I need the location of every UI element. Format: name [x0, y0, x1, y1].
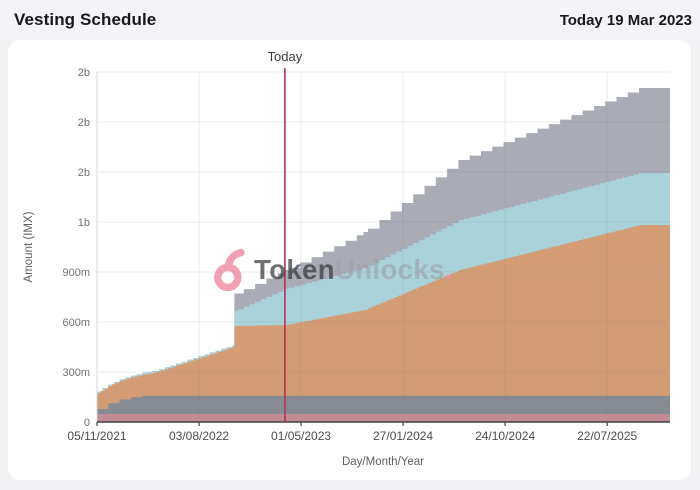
chart-areas: [97, 88, 670, 422]
axis-ticks: 0 300m 600m 900m 1b 2b 2b 2b 05/11/2021 03/08/202…: [62, 67, 637, 443]
x-tick-label: 24/10/2024: [475, 429, 535, 443]
y-tick-label: 600m: [62, 317, 90, 329]
header-today-date: Today 19 Mar 2023: [559, 11, 692, 29]
x-tick-label: 01/05/2023: [271, 429, 331, 443]
y-tick-label: 2b: [78, 67, 90, 79]
x-axis-title: Day/Month/Year: [342, 456, 424, 468]
y-tick-label: 900m: [62, 267, 90, 279]
page-header: Vesting Schedule Today 19 Mar 2023: [0, 0, 700, 40]
vesting-schedule-chart[interactable]: 0 300m 600m 900m 1b 2b 2b 2b 05/11/2021 03/08/202…: [8, 40, 691, 480]
y-tick-label: 2b: [78, 167, 90, 179]
area-band-1-rose[interactable]: [97, 414, 670, 422]
y-axis-title: Amount (IMX): [23, 211, 35, 282]
x-tick-label: 05/11/2021: [67, 429, 126, 443]
x-tick-label: 27/01/2024: [373, 429, 433, 443]
chart-card: 0 300m 600m 900m 1b 2b 2b 2b 05/11/2021 03/08/202…: [8, 40, 691, 480]
area-band-3-copper[interactable]: [97, 225, 670, 422]
y-tick-label: 2b: [78, 117, 90, 129]
y-tick-label: 0: [84, 417, 90, 429]
y-tick-label: 300m: [62, 367, 90, 379]
x-tick-label: 22/07/2025: [577, 429, 637, 443]
today-marker-label: Today: [268, 49, 303, 64]
chart-gridlines: [96, 71, 670, 423]
x-tick-label: 03/08/2022: [169, 429, 229, 443]
page-title: Vesting Schedule: [14, 10, 157, 29]
y-tick-label: 1b: [78, 217, 90, 229]
